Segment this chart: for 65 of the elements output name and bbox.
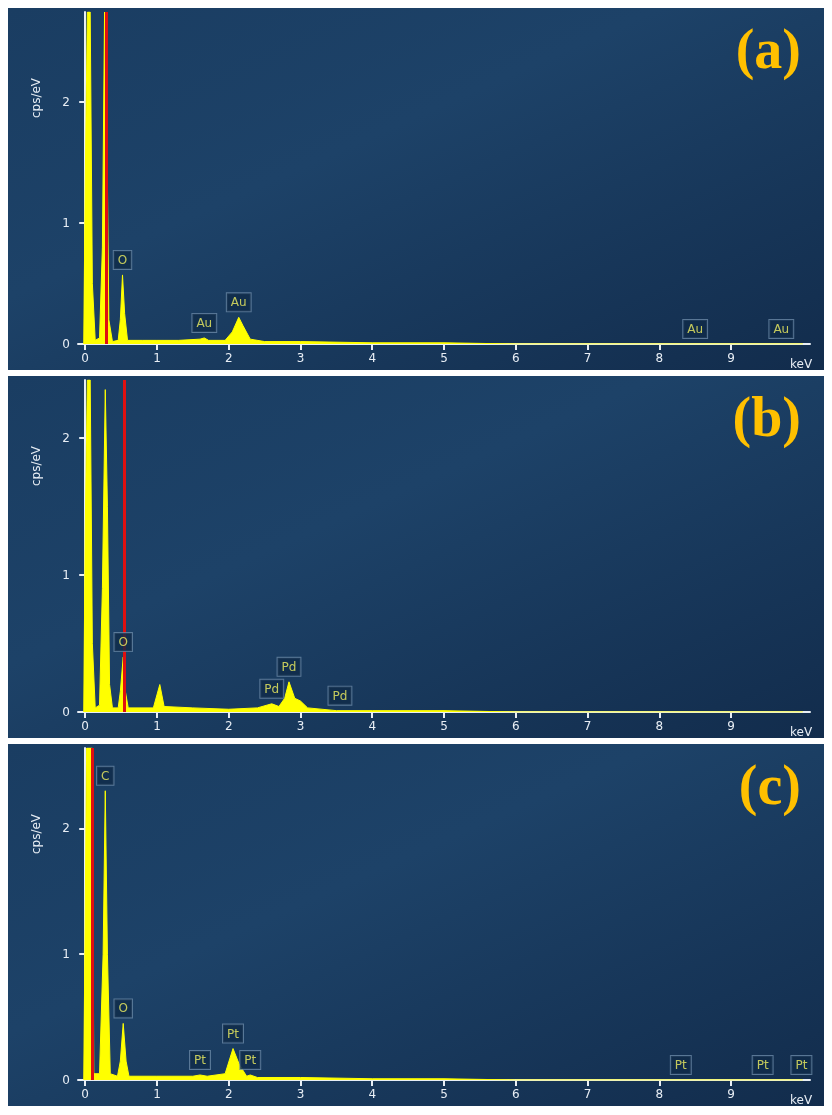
chart-title: (b)	[732, 386, 802, 449]
y-tick-label: 0	[62, 337, 70, 351]
x-tick-label: 4	[368, 719, 377, 733]
x-tick-label: 9	[727, 351, 735, 365]
y-axis-title: cps/eV	[29, 445, 43, 487]
annotation: Au	[230, 295, 247, 310]
x-tick-label: 2	[224, 351, 233, 365]
x-tick-label: 9	[727, 719, 735, 733]
annotation: O	[117, 252, 128, 267]
x-tick-label: 9	[727, 1087, 735, 1101]
annotation: Au	[773, 322, 790, 336]
chart-title: (a)	[735, 18, 801, 81]
x-tick-label: 0	[81, 719, 89, 733]
annotation: Pt	[244, 1052, 257, 1067]
annotation: Pt	[795, 1058, 808, 1072]
y-tick-label: 1	[62, 215, 70, 230]
x-tick-label: 1	[153, 351, 161, 365]
x-tick-label: 7	[583, 719, 592, 733]
x-tick-label: 0	[81, 351, 89, 365]
chart-title: (c)	[738, 754, 801, 817]
x-tick-label: 1	[153, 1087, 161, 1101]
y-tick-label: 1	[62, 567, 70, 582]
x-tick-label: 3	[296, 1087, 305, 1101]
y-tick-label: 1	[62, 947, 70, 962]
x-axis-title: keV	[790, 1093, 813, 1107]
annotation: Au	[687, 322, 704, 336]
y-tick-label: 2	[62, 821, 70, 836]
x-tick-label: 5	[440, 351, 448, 365]
x-tick-label: 6	[511, 351, 520, 365]
x-tick-label: 8	[655, 1087, 664, 1101]
x-tick-label: 7	[583, 1087, 592, 1101]
y-axis-title: cps/eV	[29, 77, 43, 119]
x-tick-label: 6	[511, 719, 520, 733]
y-tick-label: 2	[62, 94, 70, 109]
x-tick-label: 4	[368, 351, 377, 365]
x-tick-label: 7	[583, 351, 592, 365]
x-tick-label: 0	[81, 1087, 89, 1101]
x-tick-label: 3	[296, 719, 305, 733]
y-axis-title: cps/eV	[29, 813, 43, 855]
annotation: Pt	[756, 1058, 769, 1072]
y-tick-label: 0	[62, 705, 70, 719]
x-tick-label: 8	[655, 351, 664, 365]
x-axis-title: keV	[790, 357, 813, 371]
x-tick-label: 8	[655, 719, 664, 733]
annotation: Pd	[264, 681, 280, 696]
x-tick-label: 1	[153, 719, 161, 733]
annotation: Pt	[227, 1026, 240, 1041]
x-tick-label: 5	[440, 1087, 448, 1101]
x-tick-label: 3	[296, 351, 305, 365]
y-tick-label: 0	[62, 1073, 70, 1087]
annotation: C	[101, 768, 110, 783]
x-tick-label: 2	[224, 719, 233, 733]
annotation: Pd	[332, 688, 348, 703]
annotation: Pd	[281, 659, 297, 674]
annotation: Pt	[674, 1058, 688, 1072]
x-tick-label: 4	[368, 1087, 377, 1101]
x-tick-label: 5	[440, 719, 448, 733]
x-axis-title: keV	[790, 725, 813, 739]
y-tick-label: 2	[62, 430, 70, 445]
annotation: Au	[196, 315, 213, 330]
annotation: O	[118, 635, 128, 650]
annotation: O	[118, 1001, 128, 1016]
x-tick-label: 6	[511, 1087, 520, 1101]
x-tick-label: 2	[224, 1087, 233, 1101]
annotation: Pt	[194, 1052, 207, 1067]
